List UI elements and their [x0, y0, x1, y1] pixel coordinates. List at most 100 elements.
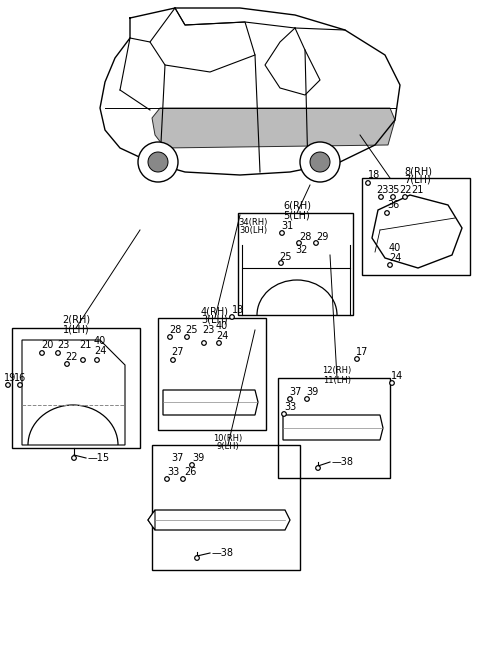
Circle shape: [315, 242, 317, 244]
Circle shape: [72, 456, 76, 461]
Circle shape: [366, 181, 370, 185]
Circle shape: [190, 462, 194, 467]
Circle shape: [138, 142, 178, 182]
Text: 20: 20: [41, 340, 53, 350]
Circle shape: [66, 363, 68, 365]
Text: 23: 23: [57, 340, 69, 350]
Circle shape: [404, 196, 406, 198]
Circle shape: [316, 466, 320, 470]
Text: 21: 21: [411, 185, 423, 195]
Circle shape: [391, 195, 395, 199]
Circle shape: [390, 380, 394, 385]
Text: 22: 22: [399, 185, 411, 195]
Text: 23: 23: [376, 185, 388, 195]
Circle shape: [56, 351, 60, 355]
Text: 25: 25: [280, 252, 292, 262]
Circle shape: [392, 196, 394, 198]
Circle shape: [65, 362, 69, 366]
Text: 6(RH): 6(RH): [283, 201, 311, 211]
Circle shape: [317, 467, 319, 469]
Text: 39: 39: [306, 387, 318, 397]
Circle shape: [279, 261, 283, 265]
Text: 33: 33: [284, 402, 296, 412]
Text: —15: —15: [88, 453, 110, 463]
Circle shape: [288, 397, 292, 401]
Circle shape: [297, 241, 301, 245]
Circle shape: [305, 397, 309, 401]
Polygon shape: [148, 510, 290, 530]
Text: 2(RH): 2(RH): [62, 315, 90, 325]
Circle shape: [298, 242, 300, 244]
Circle shape: [95, 358, 99, 362]
Circle shape: [40, 351, 44, 355]
Text: 7(LH): 7(LH): [405, 175, 432, 185]
Bar: [158, 318, 266, 430]
Text: 24: 24: [216, 331, 228, 341]
Bar: [278, 378, 390, 478]
Text: 37: 37: [172, 453, 184, 463]
Circle shape: [281, 232, 283, 234]
Bar: [238, 213, 353, 315]
Text: 28: 28: [299, 232, 311, 242]
Text: 11(LH): 11(LH): [323, 375, 351, 384]
Circle shape: [231, 316, 233, 318]
Circle shape: [310, 152, 330, 172]
Circle shape: [82, 359, 84, 361]
Text: 27: 27: [172, 347, 184, 357]
Text: 24: 24: [94, 346, 106, 356]
Circle shape: [185, 335, 189, 339]
Circle shape: [306, 398, 308, 400]
Circle shape: [389, 264, 391, 266]
Text: 24: 24: [389, 253, 401, 263]
Text: 26: 26: [184, 467, 196, 477]
Circle shape: [171, 358, 175, 362]
Text: 22: 22: [66, 352, 78, 362]
Polygon shape: [152, 108, 395, 148]
Circle shape: [168, 335, 172, 339]
Circle shape: [181, 477, 185, 482]
Circle shape: [217, 341, 221, 345]
Text: 5(LH): 5(LH): [284, 210, 311, 220]
Circle shape: [203, 342, 205, 344]
Circle shape: [355, 357, 359, 361]
Text: 31: 31: [281, 221, 293, 231]
Text: 36: 36: [387, 200, 399, 210]
Text: 37: 37: [289, 387, 301, 397]
Circle shape: [230, 315, 234, 319]
Circle shape: [300, 142, 340, 182]
Circle shape: [57, 352, 59, 354]
Polygon shape: [22, 340, 125, 445]
Circle shape: [280, 231, 284, 236]
Circle shape: [19, 384, 21, 386]
Bar: [12, 328, 140, 448]
Circle shape: [356, 358, 358, 360]
Circle shape: [282, 412, 286, 416]
Circle shape: [7, 384, 9, 386]
Text: 40: 40: [216, 321, 228, 331]
Circle shape: [367, 182, 369, 184]
Circle shape: [283, 413, 285, 415]
Circle shape: [388, 263, 392, 267]
Polygon shape: [372, 195, 462, 268]
Text: 18: 18: [368, 170, 380, 180]
Text: 1(LH): 1(LH): [63, 324, 89, 334]
Text: 19: 19: [4, 373, 16, 383]
Circle shape: [73, 457, 75, 459]
Circle shape: [186, 336, 188, 338]
Polygon shape: [283, 415, 383, 440]
Text: 9(LH): 9(LH): [216, 443, 240, 451]
Circle shape: [195, 556, 199, 560]
Text: 16: 16: [14, 373, 26, 383]
Text: 39: 39: [192, 453, 204, 463]
Circle shape: [403, 195, 407, 199]
Circle shape: [81, 358, 85, 362]
Circle shape: [280, 262, 282, 264]
Text: 13: 13: [232, 305, 244, 315]
Text: 25: 25: [186, 325, 198, 335]
Text: 3(LH): 3(LH): [202, 315, 228, 325]
Text: 34(RH): 34(RH): [238, 218, 268, 226]
Text: —38: —38: [332, 457, 354, 467]
Text: 35: 35: [387, 185, 399, 195]
Circle shape: [380, 196, 382, 198]
Circle shape: [196, 557, 198, 559]
